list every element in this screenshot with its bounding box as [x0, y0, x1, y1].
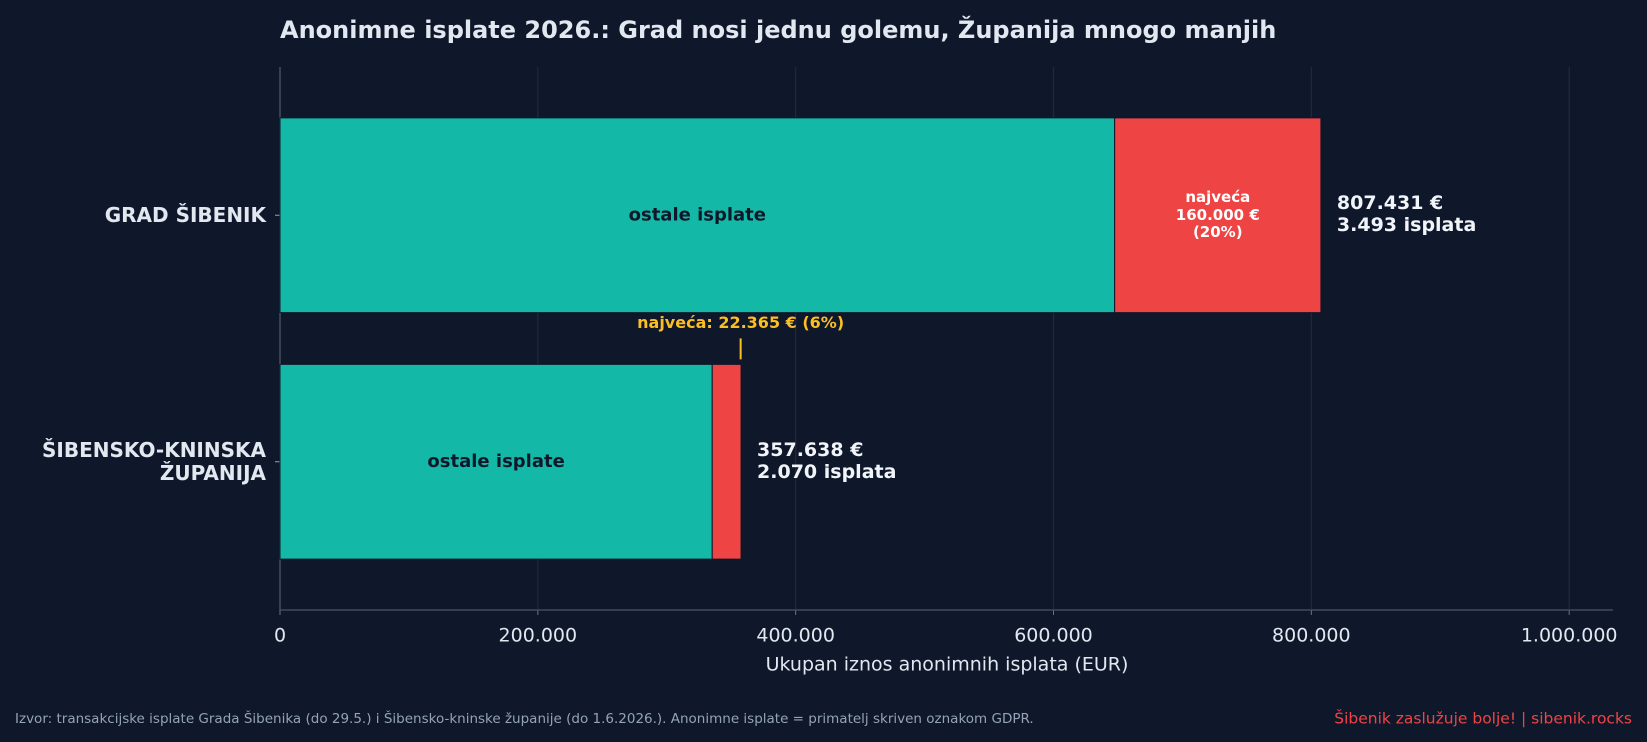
chart-title: Anonimne isplate 2026.: Grad nosi jednu …: [280, 15, 1276, 44]
y-tick-label: GRAD ŠIBENIK: [104, 202, 266, 227]
y-tick-label: ŠIBENSKO-KNINSKA ŽUPANIJA: [42, 437, 266, 485]
bar-segment: [279, 117, 1116, 314]
credit: Šibenik zaslužuje bolje! | sibenik.rocks: [1334, 709, 1632, 728]
x-tick-label: 600.000: [1014, 625, 1093, 647]
segment-label: ostale isplate: [629, 204, 766, 225]
x-axis-label: Ukupan iznos anonimnih isplata (EUR): [766, 654, 1129, 676]
x-tick-label: 800.000: [1272, 625, 1351, 647]
source-note: Izvor: transakcijske isplate Grada Šiben…: [15, 709, 1034, 727]
bar-segment: [279, 363, 713, 560]
total-label: 807.431 € 3.493 isplata: [1336, 192, 1477, 237]
segment-label: ostale isplate: [427, 451, 564, 472]
bar-segment: [711, 363, 742, 560]
bar-segment: [1114, 117, 1322, 314]
segment-label: najveća 160.000 € (20%): [1175, 188, 1260, 241]
annotation: najveća: 22.365 € (6%): [637, 313, 845, 333]
x-tick-label: 400.000: [756, 625, 835, 647]
x-tick-label: 1.000.000: [1521, 625, 1618, 647]
total-label: 357.638 € 2.070 isplata: [757, 438, 897, 483]
x-tick-label: 0: [274, 625, 286, 647]
x-tick-label: 200.000: [499, 625, 578, 647]
